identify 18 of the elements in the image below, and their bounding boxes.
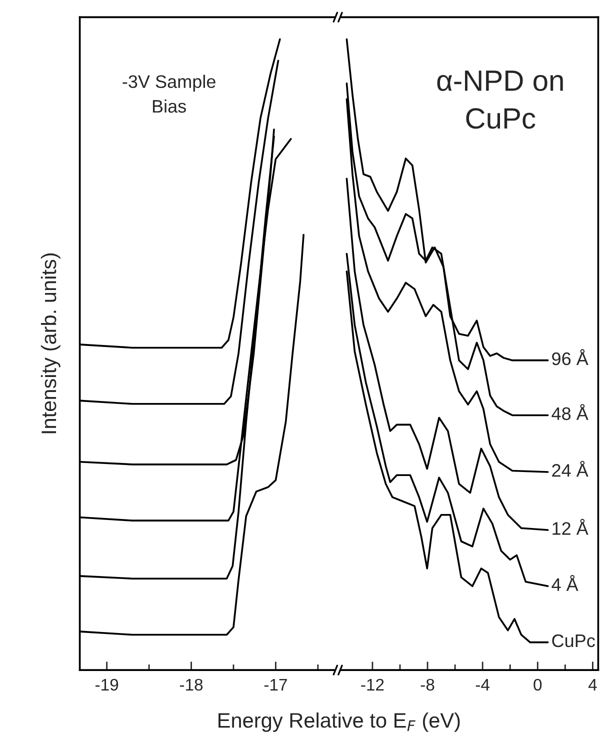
- x-tick-label: -18: [180, 678, 203, 691]
- series-label: 4 Å: [552, 575, 578, 591]
- annotation: α-NPD on CuPc: [437, 70, 563, 129]
- series-label: 48 Å: [552, 404, 588, 420]
- x-axis-title: Energy Relative to E$_{F}$ (eV): [218, 712, 460, 732]
- x-tick-label: -4: [476, 679, 490, 690]
- y-axis-title: Intensity (arb. units): [40, 253, 60, 434]
- series-label: 24 Å: [552, 460, 588, 477]
- series-label: 96 Å: [552, 349, 588, 366]
- series-label: CuPc: [552, 634, 595, 648]
- x-tick-label: -8: [420, 678, 434, 691]
- x-tick-label: 0: [534, 678, 542, 691]
- x-tick-label: 4: [588, 679, 597, 690]
- x-tick-label: -19: [96, 678, 118, 691]
- annotation: -3V Sample Bias: [122, 74, 216, 113]
- x-tick-label: -17: [264, 679, 287, 690]
- series-label: 12 Å: [552, 518, 588, 535]
- x-tick-label: -12: [361, 678, 384, 690]
